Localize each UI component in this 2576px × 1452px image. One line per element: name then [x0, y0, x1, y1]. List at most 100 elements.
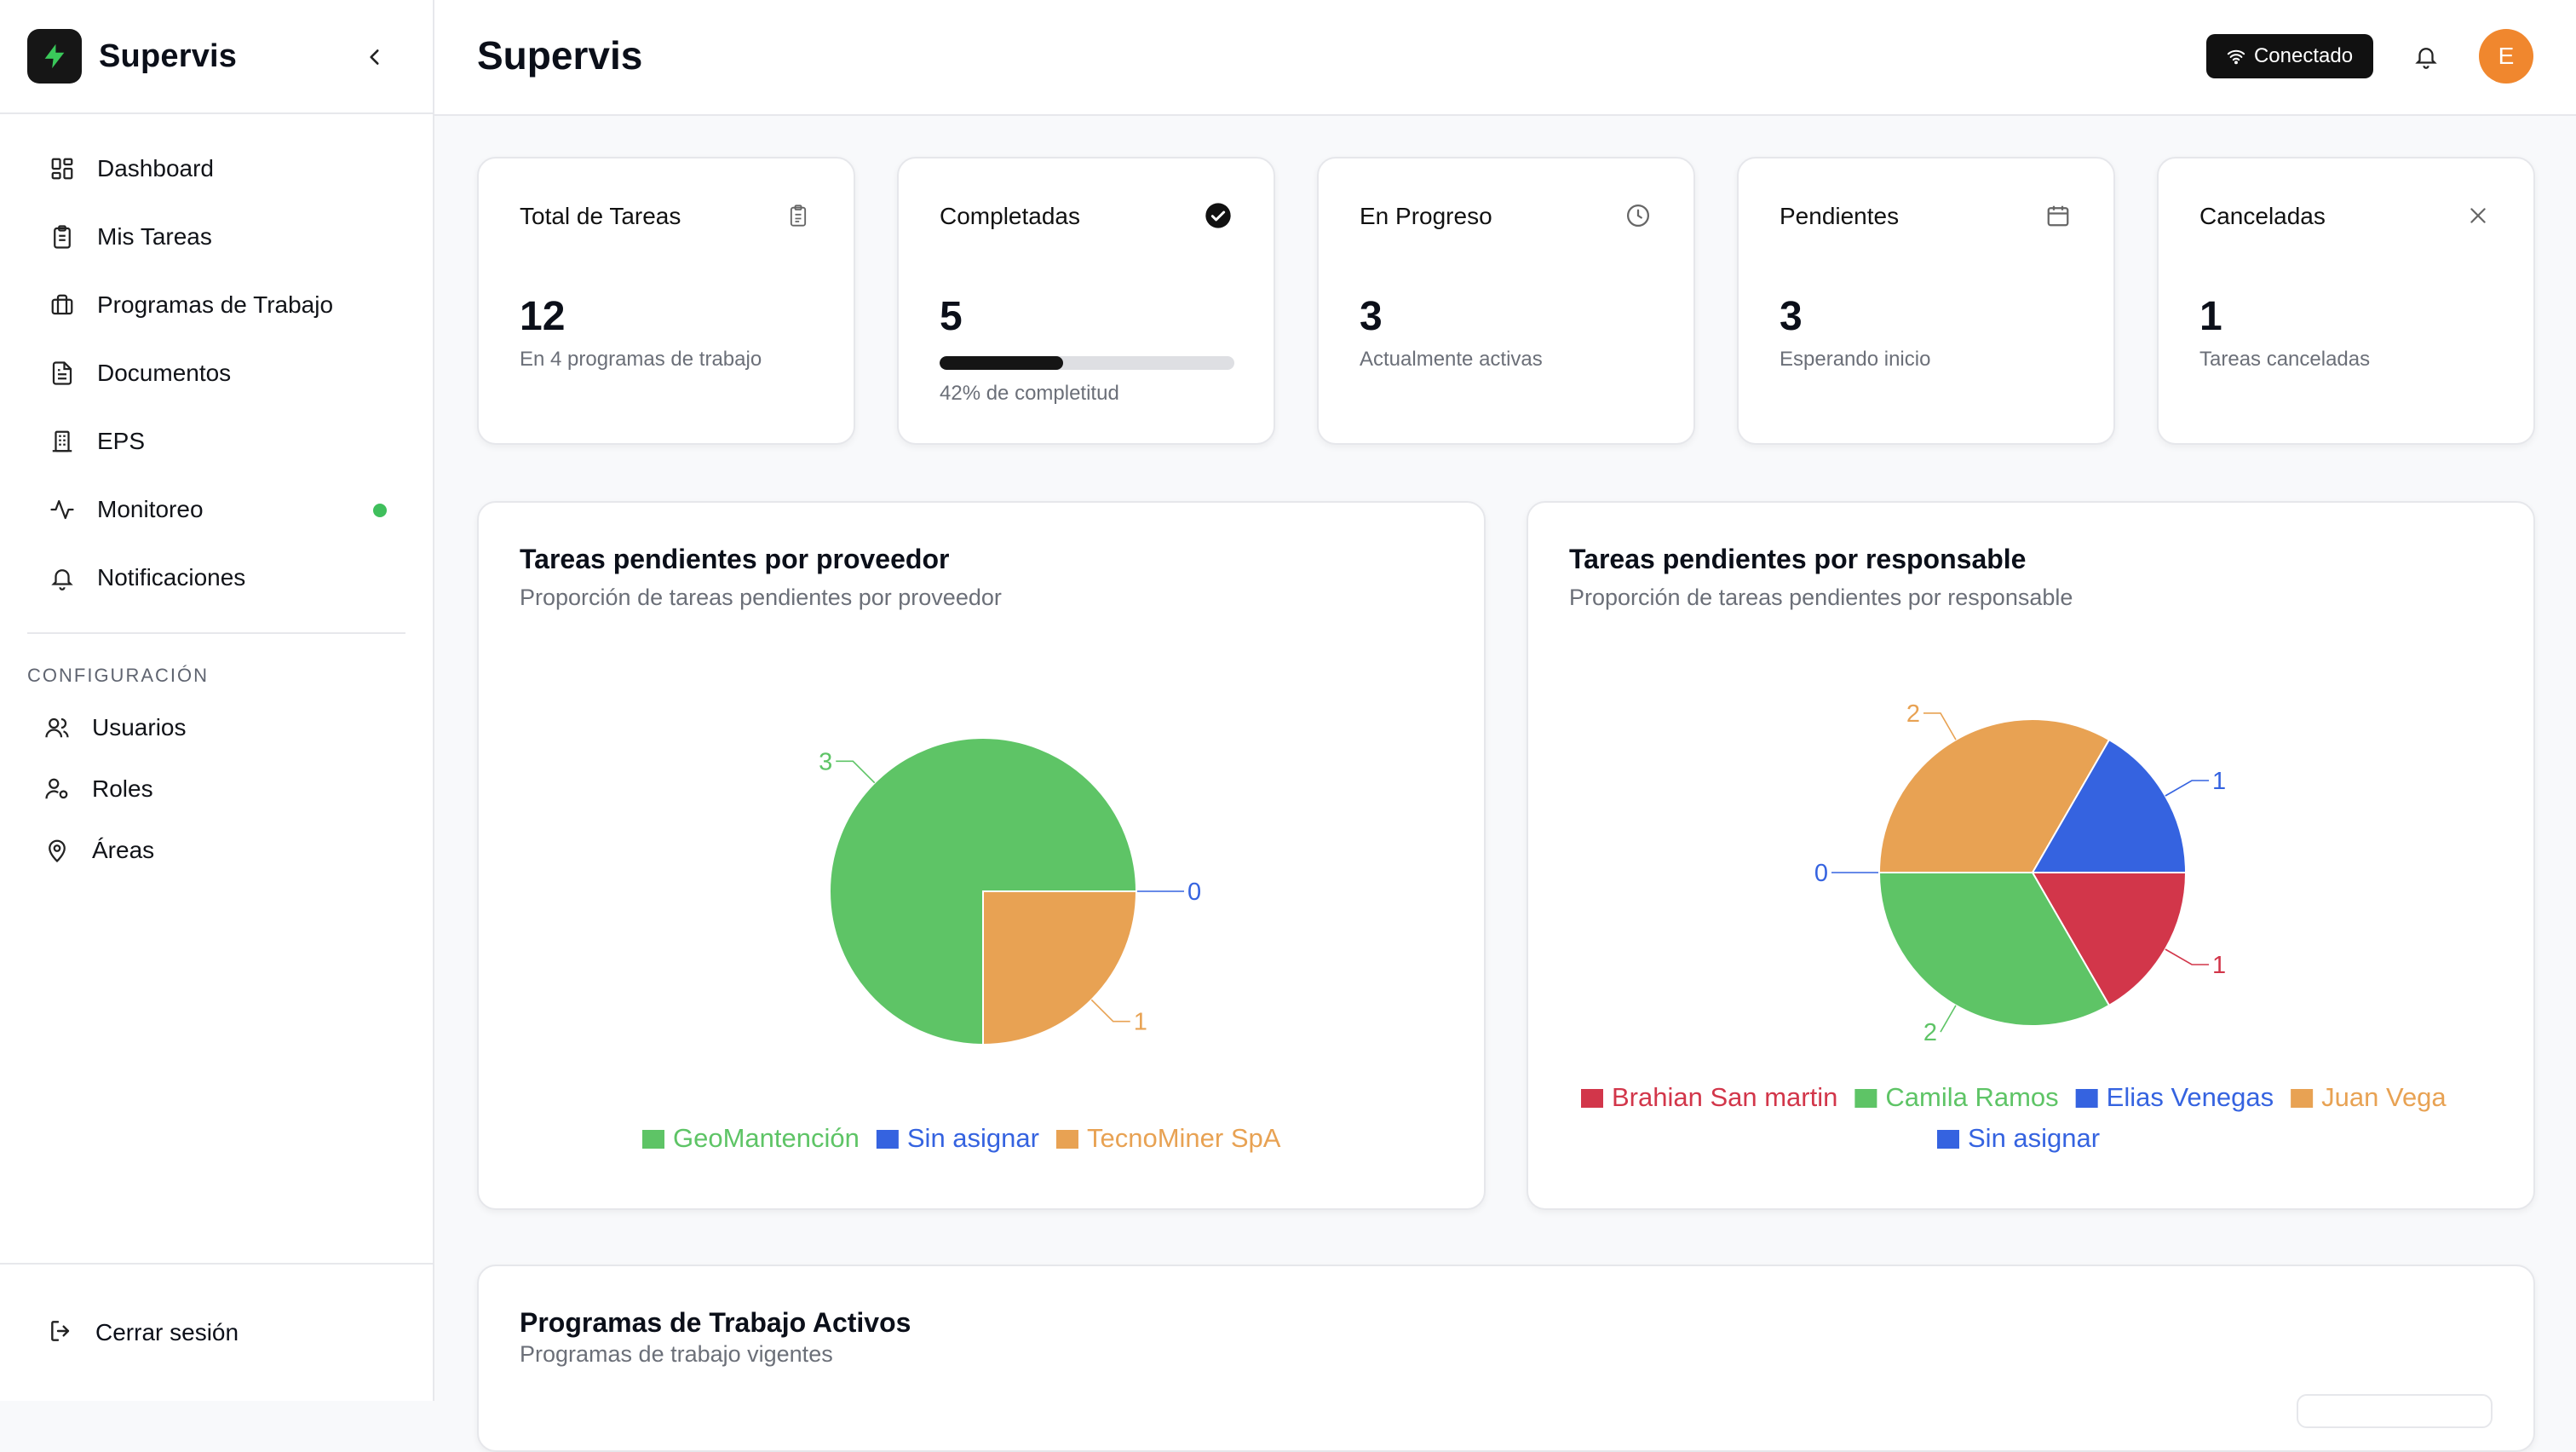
- sidebar-item-eps[interactable]: EPS: [0, 407, 433, 475]
- legend-item[interactable]: GeoMantención: [673, 1123, 860, 1153]
- sidebar-item-label: Mis Tareas: [97, 223, 212, 250]
- clock-icon: [1624, 201, 1653, 230]
- legend-swatch: [1581, 1089, 1603, 1108]
- stat-value: 3: [1360, 294, 1383, 339]
- sidebar-item-dashboard[interactable]: Dashboard: [0, 135, 433, 203]
- pie-slice-brahian-san-martin[interactable]: [2031, 872, 2188, 1007]
- legend-item[interactable]: Brahian San martin: [1612, 1082, 1837, 1112]
- programs-card: Programas de Trabajo Activos Programas d…: [477, 1265, 2535, 1452]
- user-cog-icon: [43, 775, 72, 804]
- sidebar-item-label: Áreas: [92, 837, 155, 863]
- chart-card-responsable: Tareas pendientes por responsable Propor…: [1527, 501, 2535, 1210]
- pie-leader-line: [2165, 948, 2210, 965]
- pie-slice-sin-asignar[interactable]: [2031, 738, 2188, 873]
- chart-subtitle: Proporción de tareas pendientes por resp…: [1569, 585, 2073, 610]
- legend-item[interactable]: TecnoMiner SpA: [1087, 1123, 1281, 1153]
- sidebar-item-label: Programas de Trabajo: [97, 291, 334, 318]
- map-pin-icon: [43, 836, 72, 865]
- legend-swatch: [642, 1130, 664, 1149]
- page-title: Supervis: [477, 33, 643, 78]
- legend-item[interactable]: Sin asignar: [907, 1123, 1039, 1153]
- pie-leader-line: [1090, 999, 1130, 1023]
- stat-title: Canceladas: [2199, 203, 2326, 229]
- status-indicator-dot: [373, 504, 387, 517]
- nav-divider: [27, 632, 405, 634]
- config-section-title: CONFIGURACIÓN: [27, 665, 209, 686]
- legend-item[interactable]: Juan Vega: [2321, 1082, 2447, 1112]
- logout-icon: [48, 1317, 75, 1349]
- stat-value: 12: [520, 294, 566, 339]
- pie-value-label: 0: [1187, 879, 1201, 906]
- stat-title: Completadas: [940, 203, 1080, 229]
- stat-title: Total de Tareas: [520, 203, 681, 229]
- sidebar-item-label: Usuarios: [92, 714, 187, 740]
- sidebar-item-usuarios[interactable]: Usuarios: [0, 697, 433, 758]
- building-icon: [48, 427, 77, 456]
- top-header: Supervis Conectado E: [434, 0, 2576, 116]
- sidebar-item-mis-tareas[interactable]: Mis Tareas: [0, 203, 433, 271]
- legend-item[interactable]: Elias Venegas: [2107, 1082, 2274, 1112]
- avatar[interactable]: E: [2479, 29, 2533, 84]
- programs-action-button[interactable]: [2297, 1394, 2493, 1428]
- sidebar-item-label: EPS: [97, 428, 146, 454]
- legend-swatch: [1854, 1089, 1877, 1108]
- brand-name: Supervis: [99, 37, 238, 74]
- stat-subtitle: En 4 programas de trabajo: [520, 348, 762, 371]
- pie-chart-responsable: 1 2 0 2 1 Brahian San martin Camila Ramos Elias…: [1581, 700, 2447, 1153]
- sidebar-item-roles[interactable]: Roles: [0, 758, 433, 820]
- pie-leader-line: [1923, 712, 1957, 740]
- collapse-sidebar-button[interactable]: [358, 40, 392, 74]
- stat-subtitle: 42% de completitud: [940, 382, 1119, 405]
- sidebar-item-label: Notificaciones: [97, 564, 246, 591]
- completion-progress-fill: [940, 356, 1064, 370]
- users-icon: [43, 713, 72, 742]
- chart-subtitle: Proporción de tareas pendientes por prov…: [520, 585, 1002, 610]
- sidebar-item-notificaciones[interactable]: Notificaciones: [0, 544, 433, 612]
- main-nav: Dashboard Mis Tareas Programas de Trabaj…: [0, 114, 433, 881]
- pie-slice-geomantención[interactable]: [829, 737, 1138, 1046]
- brand: Supervis: [0, 0, 433, 114]
- logout-button[interactable]: Cerrar sesión: [0, 1263, 433, 1401]
- stat-title: Pendientes: [1780, 203, 1900, 229]
- pie-leader-line: [2165, 780, 2210, 797]
- connection-status-label: Conectado: [2253, 44, 2354, 67]
- legend-swatch: [876, 1130, 899, 1149]
- sidebar-item-programas[interactable]: Programas de Trabajo: [0, 271, 433, 339]
- legend-item[interactable]: Camila Ramos: [1885, 1082, 2058, 1112]
- chart-title: Tareas pendientes por proveedor: [520, 544, 950, 574]
- legend-swatch: [1937, 1130, 1959, 1149]
- pie-leader-line: [1940, 1005, 1957, 1033]
- chart-card-proveedor: Tareas pendientes por proveedor Proporci…: [477, 501, 1486, 1210]
- chart-title: Tareas pendientes por responsable: [1569, 544, 2027, 574]
- pie-value-label: 1: [1134, 1009, 1147, 1036]
- connection-status-badge: Conectado: [2206, 34, 2373, 78]
- stat-card-pendientes: Pendientes 3 Esperando inicio: [1737, 157, 2115, 445]
- sidebar-item-label: Monitoreo: [97, 496, 204, 522]
- sidebar-item-areas[interactable]: Áreas: [0, 820, 433, 881]
- stat-card-en-progreso: En Progreso 3 Actualmente activas: [1317, 157, 1695, 445]
- chevron-left-icon: [370, 49, 379, 65]
- stat-value: 1: [2199, 294, 2222, 339]
- sidebar: Supervis Dashboard Mis Tareas Programas …: [0, 0, 434, 1401]
- pie-slice-tecnominer-spa[interactable]: [982, 890, 1138, 1046]
- sidebar-item-label: Dashboard: [97, 155, 214, 182]
- programs-title: Programas de Trabajo Activos: [520, 1307, 911, 1338]
- sidebar-item-documentos[interactable]: Documentos: [0, 339, 433, 407]
- briefcase-icon: [48, 291, 77, 320]
- sidebar-item-label: Documentos: [97, 360, 232, 386]
- pie-value-label: 1: [2212, 952, 2226, 979]
- stat-subtitle: Actualmente activas: [1360, 348, 1543, 371]
- legend-swatch: [2075, 1089, 2098, 1108]
- logout-label: Cerrar sesión: [95, 1319, 239, 1345]
- notifications-button[interactable]: [2409, 39, 2443, 73]
- sidebar-item-monitoreo[interactable]: Monitoreo: [0, 475, 433, 544]
- legend-item[interactable]: Sin asignar: [1968, 1123, 2100, 1153]
- logo-bolt-icon[interactable]: [27, 29, 82, 84]
- activity-icon: [48, 495, 77, 524]
- pie-value-label: 3: [819, 748, 832, 775]
- stat-subtitle: Esperando inicio: [1780, 348, 1931, 371]
- stat-value: 3: [1780, 294, 1803, 339]
- close-icon: [2464, 201, 2493, 230]
- legend-swatch: [1055, 1130, 1078, 1149]
- stat-card-completadas: Completadas 5 42% de completitud: [897, 157, 1275, 445]
